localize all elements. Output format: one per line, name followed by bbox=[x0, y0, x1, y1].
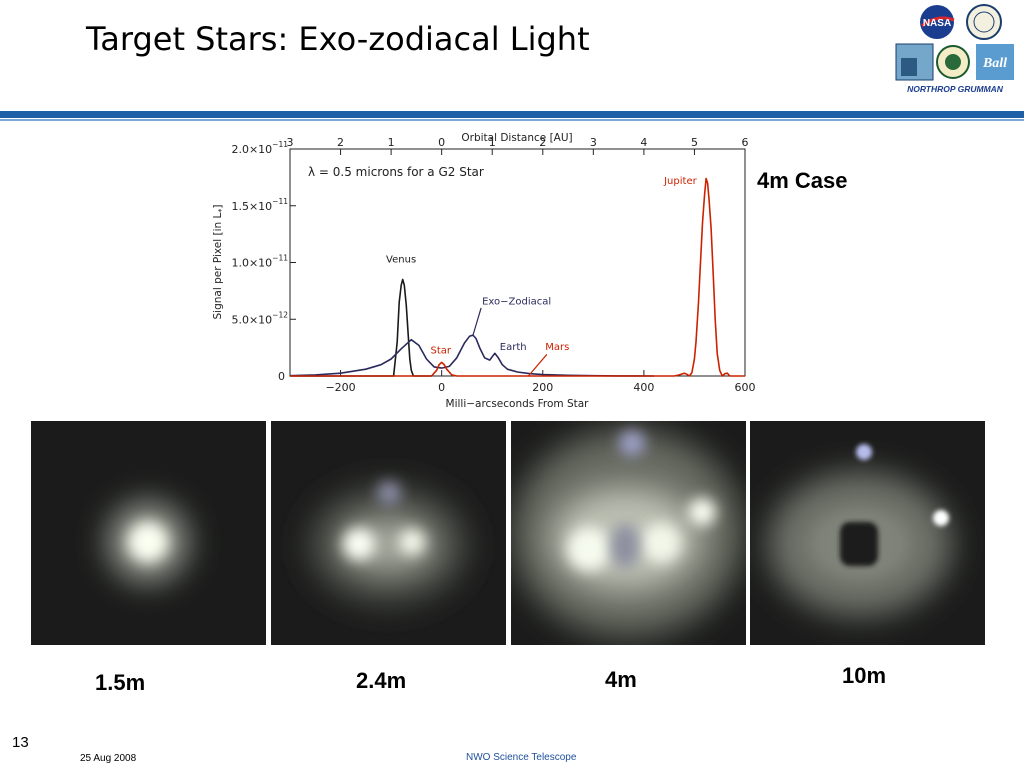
series-line-0 bbox=[290, 278, 432, 377]
top-tick-label-1: 2 bbox=[337, 136, 344, 149]
top-tick-label-6: 3 bbox=[590, 136, 597, 149]
aperture-label-3: 4m bbox=[605, 667, 637, 692]
partner-logos: NASA Ball NORTHROP GRUMMAN bbox=[890, 2, 1020, 102]
signal-chart: −200 0 200 400 600 3 2 1 0 1 2 3 4 5 6 0 5.0×10−12 1.0×10… bbox=[205, 130, 765, 420]
curve-label-3: Mars bbox=[545, 342, 569, 353]
top-tick-label-4: 1 bbox=[489, 136, 496, 149]
y-tick-label-4: 2.0×10−11 bbox=[231, 140, 288, 156]
university-seal bbox=[966, 4, 1002, 40]
y-tick-label-1: 5.0×10−12 bbox=[231, 310, 288, 326]
curve-label-0: Venus bbox=[386, 255, 416, 266]
series-line-2 bbox=[290, 177, 745, 377]
svg-text:NASA: NASA bbox=[923, 18, 951, 29]
x-tick-label-3: 400 bbox=[633, 381, 654, 394]
top-tick-label-7: 4 bbox=[640, 136, 647, 149]
top-axis-label: Orbital Distance [AU] bbox=[461, 132, 572, 144]
curve-label-2: Earth bbox=[500, 342, 527, 353]
svg-text:NORTHROP GRUMMAN: NORTHROP GRUMMAN bbox=[907, 84, 1004, 94]
x-tick-label-1: 0 bbox=[438, 381, 445, 394]
chart-annotation: λ = 0.5 microns for a G2 Star bbox=[308, 165, 484, 179]
header-rule-thin bbox=[0, 119, 1024, 121]
top-tick-label-9: 6 bbox=[742, 136, 749, 149]
seal-emblem bbox=[936, 45, 970, 79]
nasa-logo: NASA bbox=[920, 5, 955, 39]
header-rule bbox=[0, 111, 1024, 118]
series-line-1 bbox=[289, 334, 655, 377]
aperture-label-1: 1.5m bbox=[95, 670, 146, 695]
x-tick-label-4: 600 bbox=[735, 381, 756, 394]
aperture-label-2: 2.4m bbox=[356, 668, 407, 693]
x-axis-label: Milli−arcseconds From Star bbox=[446, 398, 590, 410]
top-tick-label-3: 0 bbox=[438, 136, 445, 149]
slide-number: 13 bbox=[12, 734, 29, 751]
aperture-label-4: 10m bbox=[842, 663, 887, 688]
northrop-grumman-logo: NORTHROP GRUMMAN bbox=[907, 84, 1004, 94]
y-tick-label-3: 1.5×10−11 bbox=[231, 197, 288, 213]
slide-footer: NWO Science Telescope bbox=[466, 752, 577, 763]
top-tick-label-2: 1 bbox=[388, 136, 395, 149]
aperture-image-3 bbox=[511, 421, 746, 645]
x-tick-label-2: 200 bbox=[532, 381, 553, 394]
x-tick-label-0: −200 bbox=[325, 381, 355, 394]
y-axis-label: Signal per Pixel [in L*] bbox=[212, 205, 226, 320]
signal-chart-svg: −200 0 200 400 600 3 2 1 0 1 2 3 4 5 6 0 5.0×10−12 1.0×10… bbox=[212, 132, 756, 410]
label-pointer-1 bbox=[528, 354, 548, 377]
aperture-image-1 bbox=[31, 421, 266, 645]
ball-logo: Ball bbox=[976, 44, 1014, 80]
svg-text:Ball: Ball bbox=[982, 56, 1007, 71]
aperture-image-2 bbox=[271, 421, 506, 645]
goddard-logo bbox=[895, 43, 934, 81]
case-label: 4m Case bbox=[757, 168, 848, 193]
label-pointer-0 bbox=[472, 307, 482, 336]
y-tick-label-0: 0 bbox=[278, 370, 285, 383]
top-tick-label-8: 5 bbox=[691, 136, 698, 149]
slide-date: 25 Aug 2008 bbox=[80, 753, 137, 764]
curve-label-5: Jupiter bbox=[663, 176, 697, 187]
aperture-image-4 bbox=[750, 421, 985, 645]
top-tick-label-5: 2 bbox=[539, 136, 546, 149]
slide-title: Target Stars: Exo-zodiacal Light bbox=[86, 20, 590, 58]
curve-label-1: Exo−Zodiacal bbox=[482, 296, 551, 307]
top-tick-label-0: 3 bbox=[287, 136, 294, 149]
curve-label-4: Star bbox=[431, 345, 452, 356]
y-tick-label-2: 1.0×10−11 bbox=[231, 254, 288, 270]
